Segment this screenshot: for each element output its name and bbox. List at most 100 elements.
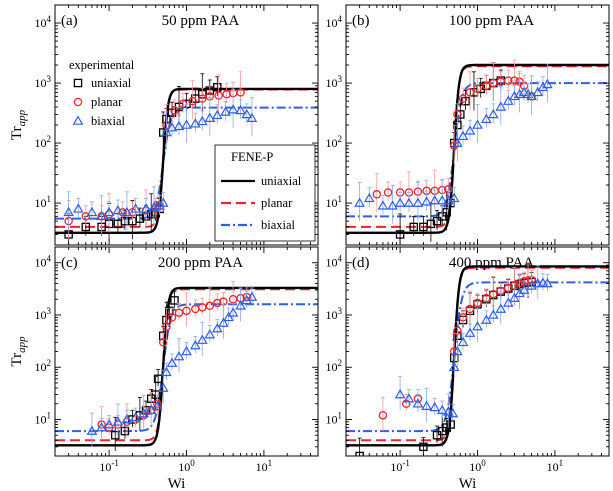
data-point-biaxial [436, 194, 448, 205]
x-tick-exponent: 0 [190, 458, 195, 468]
legend-box [214, 144, 316, 242]
y-tick-label: 102 [35, 358, 52, 374]
data-point-biaxial [211, 322, 223, 333]
data-point-biaxial [436, 404, 448, 415]
data-point-biaxial [154, 200, 165, 210]
data-point-planar [174, 308, 184, 318]
data-point-uniaxial [120, 426, 130, 436]
model-curve-uniaxial [346, 63, 609, 235]
data-point-planar [489, 289, 498, 299]
data-point-planar [465, 304, 475, 314]
data-point-biaxial [354, 197, 365, 207]
data-point-biaxial [448, 361, 460, 372]
data-point-uniaxial [153, 374, 163, 384]
y-tick-exponent: 4 [47, 14, 52, 24]
series-uniaxial [64, 73, 222, 245]
data-point-planar [213, 298, 222, 308]
y-tick-exponent: 1 [338, 194, 343, 204]
chart-panel-2: 101 102 103 104 (b) 100 ppm PAA [326, 4, 610, 246]
data-point-biaxial [157, 197, 169, 207]
data-point-planar [510, 76, 519, 85]
data-point-biaxial [502, 297, 514, 307]
x-tick-exponent: 1 [559, 458, 564, 468]
x-tick-label: 100 [469, 458, 486, 474]
panel-title: 50 ppm PAA [162, 13, 240, 29]
series-biaxial [63, 88, 258, 235]
data-point-biaxial [480, 113, 492, 123]
data-point-biaxial [443, 406, 454, 416]
data-point-uniaxial [442, 208, 451, 217]
data-point-biaxial [103, 206, 115, 217]
data-point-uniaxial [426, 219, 436, 229]
data-point-biaxial [472, 119, 483, 129]
panel-label: (c) [61, 255, 78, 271]
y-tick-exponent: 2 [47, 134, 52, 144]
x-tick-exponent: -1 [402, 458, 410, 468]
data-point-uniaxial [213, 83, 222, 92]
x-tick-exponent: -1 [111, 458, 119, 468]
data-point-biaxial [173, 350, 185, 361]
data-point-biaxial [487, 108, 499, 119]
data-point-uniaxial [419, 442, 428, 452]
panel-label: (b) [352, 13, 370, 29]
y-tick-exponent: 3 [47, 306, 52, 316]
y-tick-label: 101 [35, 194, 52, 210]
data-point-biaxial [403, 197, 415, 207]
y-tick-exponent: 2 [338, 358, 343, 368]
data-point-planar [178, 99, 188, 109]
y-tick-exponent: 3 [47, 74, 52, 84]
y-tick-exponent: 3 [338, 74, 343, 84]
data-point-biaxial [363, 192, 375, 203]
data-point-planar [162, 322, 171, 331]
data-point-uniaxial [409, 222, 418, 232]
data-point-biaxial [130, 203, 141, 213]
y-axis-label-subscript: app [16, 336, 28, 353]
data-point-planar [458, 313, 468, 322]
data-point-uniaxial [135, 214, 145, 223]
data-point-biaxial [86, 206, 98, 217]
data-point-biaxial [96, 421, 107, 432]
data-point-biaxial [421, 400, 432, 410]
data-point-biaxial [532, 86, 544, 97]
data-point-biaxial [421, 196, 432, 206]
data-point-biaxial [241, 108, 253, 119]
series-biaxial [394, 265, 553, 428]
model-curve-uniaxial [346, 265, 609, 447]
y-axis-label: Trapp [9, 109, 28, 140]
data-point-biaxial [220, 106, 231, 116]
x-tick-label: 10-1 [99, 458, 119, 474]
data-point-biaxial [412, 197, 424, 207]
y-tick-label: 103 [326, 74, 343, 90]
data-point-planar [453, 110, 462, 119]
data-point-biaxial [480, 314, 492, 324]
model-curve-uniaxial [55, 286, 318, 447]
data-point-biaxial [502, 95, 514, 105]
series-planar [378, 262, 536, 432]
model-curve-biaxial [346, 281, 609, 433]
data-point-biaxial [246, 291, 258, 301]
y-tick-exponent: 3 [338, 306, 343, 316]
y-tick-exponent: 1 [47, 410, 52, 420]
legend-marker-uniaxial [73, 78, 83, 88]
data-point-planar [458, 94, 468, 103]
x-tick-exponent: 0 [481, 458, 486, 468]
data-point-biaxial [394, 197, 406, 207]
data-point-biaxial [157, 382, 169, 392]
y-tick-label: 103 [326, 306, 343, 322]
y-tick-exponent: 4 [338, 14, 343, 24]
data-point-biaxial [472, 320, 483, 331]
data-point-biaxial [138, 407, 150, 418]
model-curve-planar [55, 288, 318, 442]
data-point-biaxial [189, 118, 201, 128]
data-point-biaxial [246, 112, 258, 122]
data-point-biaxial [189, 339, 201, 350]
data-point-biaxial [204, 329, 216, 339]
data-point-biaxial [223, 311, 234, 322]
y-tick-label: 103 [35, 306, 52, 322]
y-tick-label: 101 [326, 194, 343, 210]
legend-label-biaxial: biaxial [261, 218, 296, 232]
plot-area [55, 280, 318, 451]
x-axis-label: Wi [459, 476, 477, 491]
